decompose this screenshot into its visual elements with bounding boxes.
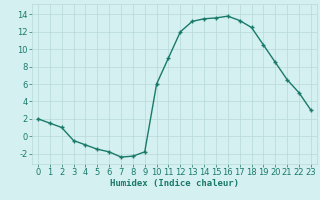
X-axis label: Humidex (Indice chaleur): Humidex (Indice chaleur) bbox=[110, 179, 239, 188]
